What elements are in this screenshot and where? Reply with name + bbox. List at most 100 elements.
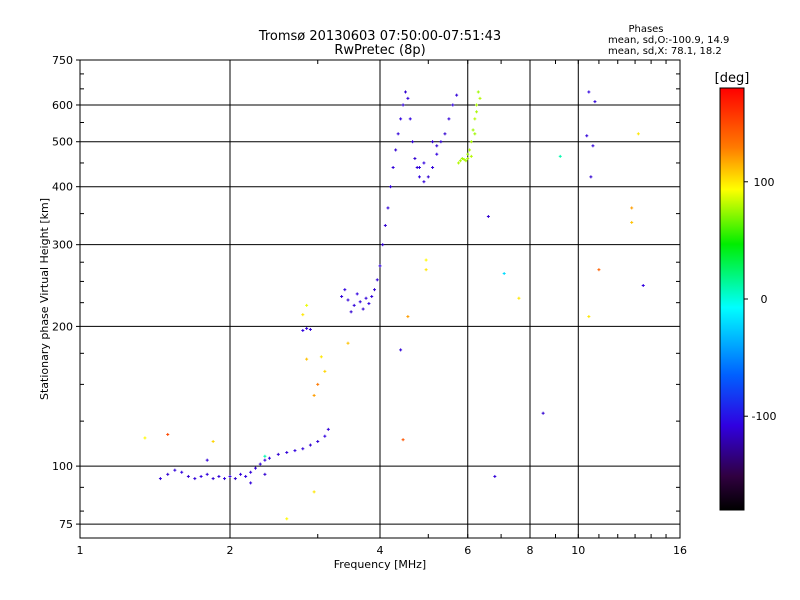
data-point: [422, 161, 426, 165]
data-point: [391, 165, 395, 169]
data-point: [367, 302, 371, 306]
data-point: [301, 447, 305, 451]
data-point: [375, 278, 379, 282]
data-point: [411, 140, 415, 144]
y-axis-label: Stationary phase Virtual Height [km]: [38, 198, 51, 400]
data-point: [263, 458, 267, 462]
data-point: [435, 152, 439, 156]
data-point: [406, 315, 410, 319]
data-point: [636, 132, 640, 136]
data-point: [340, 294, 344, 298]
data-point: [486, 215, 490, 219]
data-point: [593, 100, 597, 104]
data-point: [223, 477, 227, 481]
data-point: [253, 466, 257, 470]
data-point: [399, 348, 403, 352]
data-point: [228, 474, 232, 478]
data-point: [471, 128, 475, 132]
data-point: [458, 159, 462, 163]
colorbar-tick-label: 100: [754, 176, 775, 189]
x-tick-label: 6: [464, 544, 471, 557]
data-point: [346, 298, 350, 302]
data-point: [435, 144, 439, 148]
data-point: [424, 268, 428, 272]
data-point: [173, 468, 177, 472]
data-point: [211, 439, 215, 443]
data-point: [394, 148, 398, 152]
colorbar-tick-label: -100: [752, 410, 777, 423]
axis-ticks: 1 2 4 6 8 10 16 75 100 200 300 400 500 600 750: [52, 54, 687, 557]
data-point: [308, 327, 312, 331]
data-point: [358, 300, 362, 304]
data-point: [180, 470, 184, 474]
data-point: [462, 157, 466, 161]
data-point: [413, 157, 417, 161]
data-point: [401, 103, 405, 107]
data-point: [205, 458, 209, 462]
data-point: [312, 490, 316, 494]
data-point: [431, 140, 435, 144]
data-point: [439, 140, 443, 144]
data-point: [406, 96, 410, 100]
data-point: [233, 477, 237, 481]
stats-x-line: mean, sd,X: 78.1, 18.2: [608, 46, 722, 57]
data-point: [352, 303, 356, 307]
data-point: [319, 355, 323, 359]
data-point: [316, 439, 320, 443]
data-point: [396, 132, 400, 136]
data-point: [143, 436, 147, 440]
data-point: [312, 393, 316, 397]
data-point: [305, 357, 309, 361]
data-points: [143, 90, 645, 521]
data-point: [417, 175, 421, 179]
data-point: [308, 443, 312, 447]
data-point: [422, 180, 426, 184]
y-tick-label: 400: [52, 181, 73, 194]
data-point: [326, 427, 330, 431]
series-X-trace: [457, 90, 482, 165]
data-point: [475, 103, 479, 107]
data-point: [378, 264, 382, 268]
data-point: [381, 243, 385, 247]
data-point: [476, 90, 480, 94]
data-point: [193, 477, 197, 481]
data-point: [401, 438, 405, 442]
x-tick-label: 4: [377, 544, 384, 557]
y-tick-label: 200: [52, 320, 73, 333]
data-point: [301, 328, 305, 332]
data-point: [641, 284, 645, 288]
colorbar-tick-label: 0: [761, 293, 768, 306]
y-tick-label: 100: [52, 460, 73, 473]
y-tick-label: 600: [52, 99, 73, 112]
data-point: [263, 454, 267, 458]
data-point: [473, 132, 477, 136]
data-point: [475, 110, 479, 114]
x-tick-label: 10: [571, 544, 585, 557]
plot-area: 1 2 4 6 8 10 16 75 100 200 300 400 500 600 750: [52, 54, 687, 557]
data-point: [408, 117, 412, 121]
colorbar: [deg] 100 0 -100: [715, 71, 777, 511]
data-point: [468, 148, 472, 152]
data-point: [211, 477, 215, 481]
series-O-trace: [158, 90, 645, 485]
data-point: [447, 117, 451, 121]
data-point: [305, 326, 309, 330]
colorbar-gradient: [719, 87, 745, 511]
data-point: [473, 117, 477, 121]
data-point: [502, 272, 506, 276]
data-point: [455, 93, 459, 97]
x-tick-label: 2: [227, 544, 234, 557]
data-point: [451, 103, 455, 107]
data-point: [478, 96, 482, 100]
data-point: [587, 315, 591, 319]
data-point: [316, 382, 320, 386]
data-point: [585, 134, 589, 138]
data-point: [426, 175, 430, 179]
data-point: [199, 474, 203, 478]
data-point: [158, 477, 162, 481]
data-point: [258, 462, 262, 466]
data-point: [466, 157, 470, 161]
data-point: [389, 185, 393, 189]
data-point: [373, 288, 377, 292]
